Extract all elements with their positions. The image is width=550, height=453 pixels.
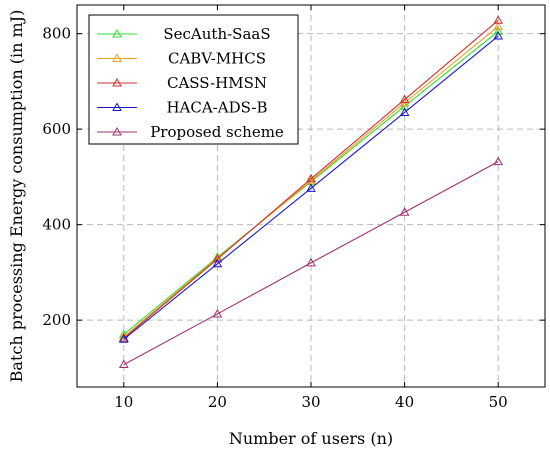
series-layer — [118, 15, 504, 369]
data-point — [118, 329, 129, 338]
legend-marker — [112, 102, 122, 111]
legend-marker — [112, 77, 122, 87]
y-tick-label: 200 — [42, 311, 71, 329]
data-point — [493, 21, 504, 30]
series-line — [123, 35, 499, 340]
data-point — [306, 173, 316, 183]
series-haca-ads-b — [118, 31, 504, 343]
series-line — [123, 161, 499, 366]
legend-label: Proposed scheme — [150, 123, 284, 141]
data-point — [118, 359, 129, 369]
series-proposed-scheme — [118, 156, 504, 369]
data-point — [399, 94, 410, 104]
legend-marker — [112, 126, 122, 136]
data-point — [493, 26, 504, 35]
x-axis-ticks: 10 20 30 40 50 — [114, 5, 508, 411]
data-point — [493, 156, 504, 166]
legend-label: SecAuth-SaaS — [163, 25, 270, 43]
data-point — [493, 15, 504, 24]
legend: SecAuth-SaaS CABV-MHCS CASS-HMSN HACA-ADS-B… — [88, 14, 299, 145]
legend-entry: CASS-HMSN — [97, 74, 267, 92]
series-line — [123, 19, 499, 339]
x-tick-label: 10 — [114, 393, 133, 411]
data-point — [399, 207, 410, 216]
legend-entry: CABV-MHCS — [97, 50, 266, 68]
data-point — [212, 254, 223, 263]
data-point — [306, 183, 316, 192]
x-tick-label: 40 — [395, 393, 414, 411]
data-point — [212, 308, 223, 318]
x-tick-label: 30 — [301, 393, 320, 411]
legend-label: HACA-ADS-B — [166, 99, 267, 117]
legend-entry: Proposed scheme — [97, 123, 284, 141]
y-tick-label: 800 — [42, 25, 71, 43]
y-axis-ticks: 200 400 600 800 — [42, 25, 545, 329]
legend-box — [88, 14, 299, 145]
x-tick-label: 20 — [208, 393, 227, 411]
legend-label: CASS-HMSN — [167, 74, 267, 92]
x-axis-label: Number of users (n) — [229, 429, 393, 448]
data-point — [399, 107, 410, 116]
legend-label: CABV-MHCS — [168, 50, 266, 68]
legend-marker — [112, 53, 122, 62]
legend-entry: HACA-ADS-B — [97, 99, 268, 117]
data-point — [118, 334, 129, 343]
data-point — [306, 257, 316, 267]
legend-entry: SecAuth-SaaS — [97, 25, 271, 43]
x-tick-label: 50 — [489, 393, 508, 411]
y-tick-label: 400 — [42, 216, 71, 234]
series-line — [123, 26, 499, 338]
data-point — [212, 258, 223, 268]
legend-marker — [112, 28, 122, 38]
y-axis-label: Batch processing Energy consumption (in … — [7, 10, 26, 383]
y-tick-label: 600 — [42, 120, 71, 138]
data-point — [493, 31, 504, 40]
